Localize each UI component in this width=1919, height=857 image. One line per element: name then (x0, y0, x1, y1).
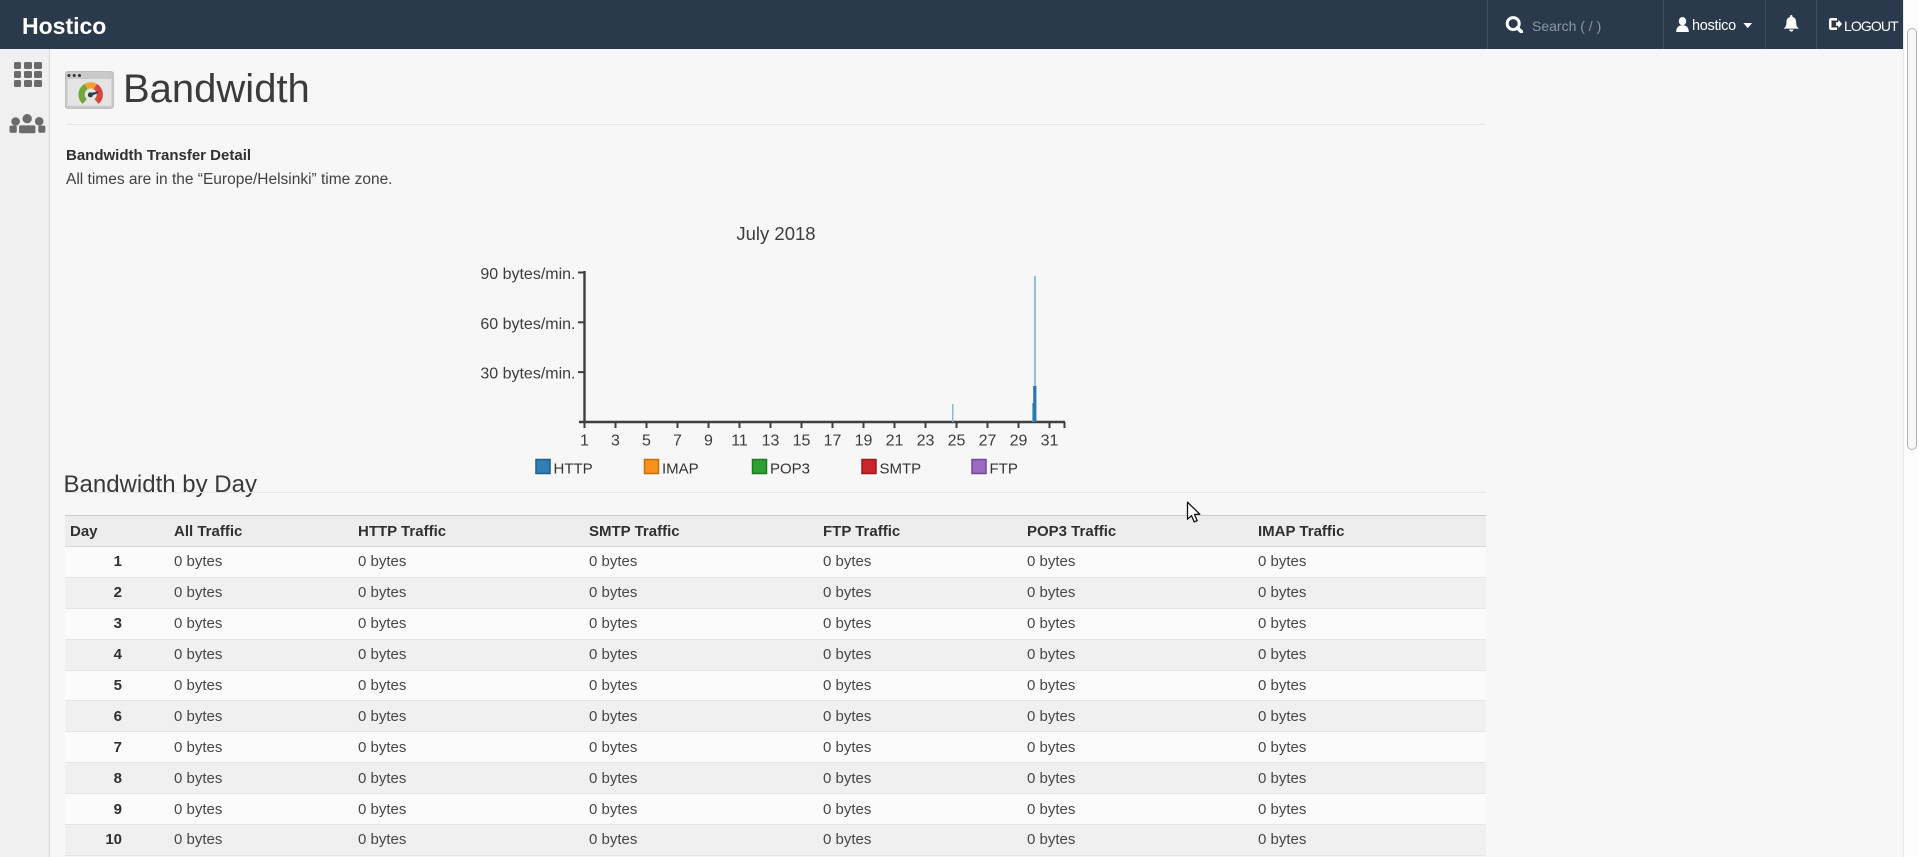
svg-text:IMAP: IMAP (662, 461, 699, 478)
svg-text:3: 3 (611, 433, 620, 450)
svg-text:13: 13 (762, 433, 780, 450)
svg-text:SMTP: SMTP (880, 461, 922, 478)
svg-text:21: 21 (886, 433, 904, 450)
svg-text:FTP: FTP (990, 461, 1018, 478)
svg-text:23: 23 (917, 433, 935, 450)
svg-text:17: 17 (824, 433, 842, 450)
svg-text:5: 5 (642, 433, 651, 450)
svg-text:31: 31 (1041, 433, 1059, 450)
svg-text:July 2018: July 2018 (736, 223, 815, 244)
svg-text:POP3: POP3 (770, 461, 810, 478)
svg-text:9: 9 (704, 433, 713, 450)
svg-text:27: 27 (979, 433, 997, 450)
svg-text:30 bytes/min.: 30 bytes/min. (480, 366, 575, 383)
svg-text:25: 25 (948, 433, 966, 450)
svg-text:60 bytes/min.: 60 bytes/min. (480, 316, 575, 333)
svg-text:1: 1 (580, 433, 589, 450)
svg-text:29: 29 (1010, 433, 1028, 450)
svg-text:90 bytes/min.: 90 bytes/min. (480, 266, 575, 283)
svg-text:7: 7 (673, 433, 682, 450)
svg-text:11: 11 (731, 433, 748, 450)
svg-text:HTTP: HTTP (554, 461, 593, 478)
svg-text:15: 15 (793, 433, 811, 450)
svg-text:19: 19 (855, 433, 873, 450)
